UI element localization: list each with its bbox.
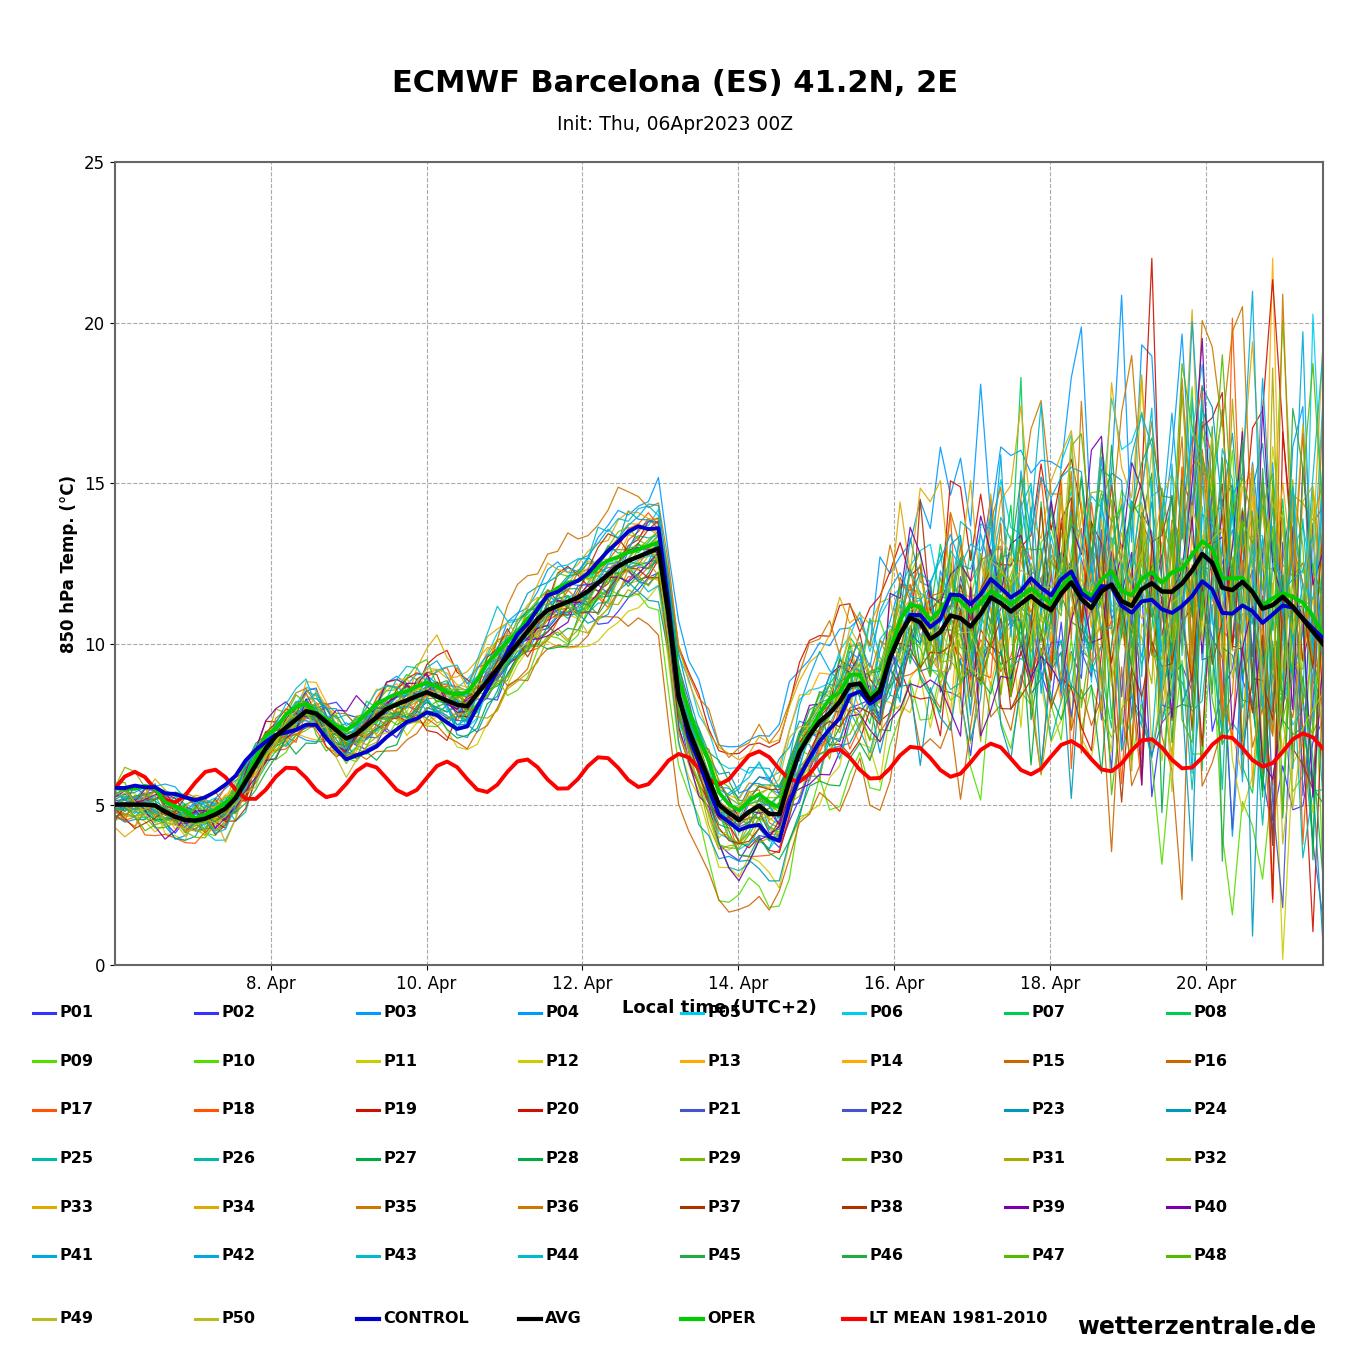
Text: P01: P01 — [59, 1006, 93, 1021]
Text: P40: P40 — [1193, 1200, 1227, 1215]
Text: P25: P25 — [59, 1152, 93, 1166]
Text: P30: P30 — [869, 1152, 903, 1166]
Text: P41: P41 — [59, 1249, 93, 1264]
Text: P15: P15 — [1031, 1054, 1065, 1069]
Text: P07: P07 — [1031, 1006, 1065, 1021]
Text: P22: P22 — [869, 1103, 903, 1118]
Text: P37: P37 — [707, 1200, 741, 1215]
Text: P18: P18 — [221, 1103, 255, 1118]
Text: P05: P05 — [707, 1006, 741, 1021]
Text: P44: P44 — [545, 1249, 579, 1264]
Text: P23: P23 — [1031, 1103, 1065, 1118]
Text: P39: P39 — [1031, 1200, 1065, 1215]
Text: Init: Thu, 06Apr2023 00Z: Init: Thu, 06Apr2023 00Z — [558, 115, 792, 134]
Text: P10: P10 — [221, 1054, 255, 1069]
Text: P29: P29 — [707, 1152, 741, 1166]
Text: P36: P36 — [545, 1200, 579, 1215]
Text: P20: P20 — [545, 1103, 579, 1118]
Text: P21: P21 — [707, 1103, 741, 1118]
Text: AVG: AVG — [545, 1311, 582, 1327]
Text: P48: P48 — [1193, 1249, 1227, 1264]
Text: P16: P16 — [1193, 1054, 1227, 1069]
Text: P08: P08 — [1193, 1006, 1227, 1021]
Text: OPER: OPER — [707, 1311, 756, 1327]
Text: P31: P31 — [1031, 1152, 1065, 1166]
Text: LT MEAN 1981-2010: LT MEAN 1981-2010 — [869, 1311, 1048, 1327]
Text: P38: P38 — [869, 1200, 903, 1215]
Text: ECMWF Barcelona (ES) 41.2N, 2E: ECMWF Barcelona (ES) 41.2N, 2E — [392, 69, 958, 99]
Text: P42: P42 — [221, 1249, 255, 1264]
Text: P50: P50 — [221, 1311, 255, 1327]
Text: P13: P13 — [707, 1054, 741, 1069]
Text: P27: P27 — [383, 1152, 417, 1166]
Text: P47: P47 — [1031, 1249, 1065, 1264]
Text: P09: P09 — [59, 1054, 93, 1069]
Text: P04: P04 — [545, 1006, 579, 1021]
Text: P17: P17 — [59, 1103, 93, 1118]
Text: P06: P06 — [869, 1006, 903, 1021]
Text: P34: P34 — [221, 1200, 255, 1215]
Text: P49: P49 — [59, 1311, 93, 1327]
Text: P26: P26 — [221, 1152, 255, 1166]
Text: wetterzentrale.de: wetterzentrale.de — [1077, 1315, 1316, 1339]
Y-axis label: 850 hPa Temp. (°C): 850 hPa Temp. (°C) — [61, 475, 78, 652]
Text: P35: P35 — [383, 1200, 417, 1215]
X-axis label: Local time (UTC+2): Local time (UTC+2) — [621, 999, 817, 1017]
Text: P03: P03 — [383, 1006, 417, 1021]
Text: P19: P19 — [383, 1103, 417, 1118]
Text: P14: P14 — [869, 1054, 903, 1069]
Text: P24: P24 — [1193, 1103, 1227, 1118]
Text: P02: P02 — [221, 1006, 255, 1021]
Text: CONTROL: CONTROL — [383, 1311, 470, 1327]
Text: P33: P33 — [59, 1200, 93, 1215]
Text: P11: P11 — [383, 1054, 417, 1069]
Text: P32: P32 — [1193, 1152, 1227, 1166]
Text: P28: P28 — [545, 1152, 579, 1166]
Text: P46: P46 — [869, 1249, 903, 1264]
Text: P45: P45 — [707, 1249, 741, 1264]
Text: P12: P12 — [545, 1054, 579, 1069]
Text: P43: P43 — [383, 1249, 417, 1264]
